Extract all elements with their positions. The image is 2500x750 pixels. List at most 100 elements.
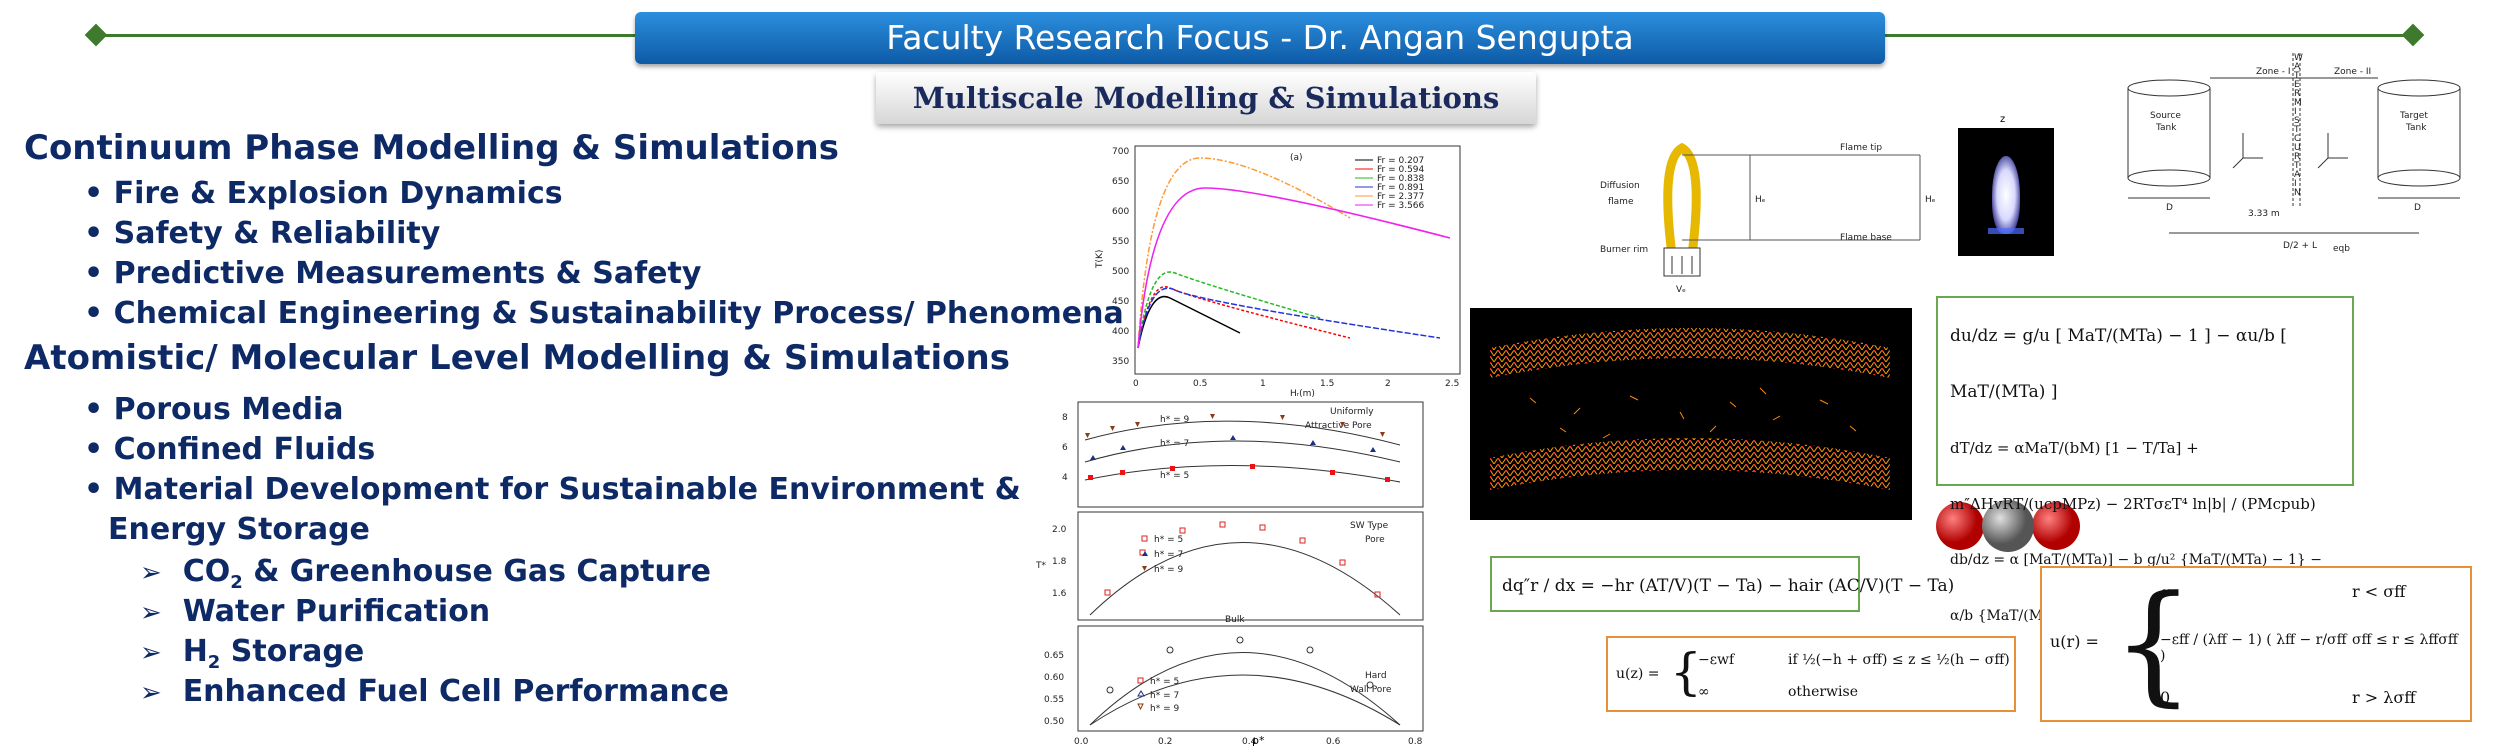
panel-label: Uniformly	[1330, 407, 1374, 417]
sw-case3: 0	[2160, 688, 2171, 707]
y-tick: 650	[1112, 177, 1129, 187]
y-tick: 0.50	[1044, 717, 1064, 727]
z-axis-label: z	[2000, 114, 2006, 125]
legend-entry: Fr = 0.594	[1377, 165, 1425, 175]
sw-cond2: σff ≤ r ≤ λffσff	[2352, 632, 2458, 648]
source-label-2: Tank	[2155, 123, 2177, 133]
list-item: • Porous Media	[84, 392, 344, 427]
panel-label: Hard	[1365, 671, 1387, 681]
wall-potential-box: u(z) = { −εwf if ½(−h + σff) ≤ z ≤ ½(h −…	[1606, 636, 2016, 712]
list-item: • Chemical Engineering & Sustainability …	[84, 296, 1124, 331]
panel-label: Bulk	[1225, 615, 1245, 625]
sw-case1: ∞	[2160, 582, 2174, 601]
wall-potential-case1: −εwf	[1698, 652, 1735, 668]
flame-word-label: flame	[1608, 197, 1634, 207]
arrow-icon: ➢	[140, 558, 162, 588]
series-line-0838	[1137, 271, 1321, 349]
series-label: h* = 5	[1160, 471, 1189, 481]
target-tank	[2377, 87, 2461, 179]
legend-entry: h* = 7	[1150, 691, 1179, 701]
section-heading-continuum: Continuum Phase Modelling & Simulations	[24, 128, 840, 168]
legend-entry: Fr = 2.377	[1377, 192, 1424, 202]
vf-label: Vₑ	[1676, 285, 1686, 295]
wall-potential-cond1: if ½(−h + σff) ≤ z ≤ ½(h − σff)	[1788, 652, 2010, 668]
y-tick: 450	[1112, 297, 1129, 307]
hf-label: Hₑ	[1755, 195, 1766, 205]
svg-text:E: E	[2294, 80, 2300, 90]
legend-entry: h* = 7	[1154, 550, 1183, 560]
confined-fluid	[1529, 387, 1857, 439]
sub-list-item: ➢ CO2 & Greenhouse Gas Capture	[140, 554, 711, 593]
curve-h7	[1084, 440, 1401, 463]
svg-text:T: T	[2293, 161, 2300, 171]
curve-h9	[1084, 420, 1401, 446]
list-item: • Predictive Measurements & Safety	[84, 256, 702, 291]
panel-top	[1077, 401, 1424, 508]
sub-list-item: ➢ H2 Storage	[140, 634, 365, 673]
y-tick: 0.55	[1044, 695, 1064, 705]
x-axis-label: Hᵣ(m)	[1290, 389, 1315, 399]
hf-label-right: Hₑ	[1925, 195, 1936, 205]
flame-base-label: Flame base	[1840, 233, 1892, 243]
flow-arrows-icon	[1671, 256, 1693, 274]
x-tick: 2	[1385, 379, 1391, 389]
right-diamond-icon	[2401, 23, 2425, 47]
svg-text:T: T	[2293, 125, 2300, 135]
sw-cond1: r < σff	[2352, 582, 2406, 601]
svg-text:R: R	[2294, 89, 2300, 99]
legend-entry: h* = 9	[1154, 565, 1183, 575]
y-tick: 0.60	[1044, 673, 1064, 683]
slide-title: Faculty Research Focus - Dr. Angan Sengu…	[635, 12, 1885, 64]
target-label: Target	[2399, 111, 2428, 121]
x-tick: 1	[1260, 379, 1266, 389]
y-axis-label: T(K)	[1095, 250, 1105, 269]
y-tick: 2.0	[1052, 525, 1067, 535]
target-label-2: Tank	[2405, 123, 2427, 133]
list-item: • Confined Fluids	[84, 432, 376, 467]
bottom-legend: h* = 5 h* = 7 h* = 9	[1137, 677, 1179, 714]
y-tick: 400	[1112, 327, 1129, 337]
markers-h9	[1085, 414, 1385, 438]
series-label: h* = 9	[1160, 415, 1189, 425]
axis-icon-right	[2317, 133, 2348, 169]
brace-icon: {	[2112, 567, 2195, 719]
panel-mid	[1077, 511, 1424, 621]
series-line-0207	[1137, 295, 1241, 349]
flame-tip-label: Flame tip	[1840, 143, 1882, 153]
heat-flux-rhs: = −hr (AT/V)(T − Ta) − hair (AC/V)(T − T…	[1580, 576, 1955, 596]
arrow-icon: ➢	[140, 638, 162, 668]
svg-text:R: R	[2294, 152, 2300, 162]
y-tick: 600	[1112, 207, 1129, 217]
legend-entry: h* = 5	[1154, 535, 1183, 545]
heat-flux-equation-box: dq″r / dx = −hr (AT/V)(T − Ta) − hair (A…	[1490, 556, 1954, 612]
zone-2-label: Zone - II	[2334, 67, 2371, 77]
x-tick: 0.5	[1193, 379, 1207, 389]
slide-subtitle: Multiscale Modelling & Simulations	[876, 72, 1536, 124]
source-tank	[2127, 87, 2211, 179]
flame-schematic: Flame tip Flame base Diffusion flame Bur…	[1600, 142, 1936, 295]
section-heading-atomistic: Atomistic/ Molecular Level Modelling & S…	[24, 338, 1010, 378]
mid-legend: h* = 5 h* = 7 h* = 9	[1141, 535, 1183, 575]
markers-sw	[1104, 521, 1381, 598]
plume-ode-box: du/dz = g/u [ MaT/(MTa) − 1 ] − αu/b [ M…	[1936, 296, 2354, 624]
upper-wall	[1490, 328, 1890, 378]
sw-potential-lhs: u(r) =	[2050, 632, 2099, 651]
sub-list-item: ➢ Water Purification	[140, 594, 491, 629]
equation-du: du/dz = g/u [ MaT/(MTa) − 1 ] − αu/b [ M…	[1950, 326, 2287, 402]
zone-1-label: Zone - I	[2256, 67, 2291, 77]
svg-text:A: A	[2294, 170, 2301, 180]
sub-list-item: ➢ Enhanced Fuel Cell Performance	[140, 674, 729, 709]
arrow-icon: ➢	[140, 598, 162, 628]
y-tick: 1.8	[1052, 557, 1067, 567]
legend-entry: h* = 9	[1150, 704, 1179, 714]
water-curtain-letters: W A T E R M I S T C U R T A I N	[2293, 53, 2303, 198]
temperature-height-chart: (a) T(K) Hᵣ(m) 700 650 600 550 500 450 4…	[1095, 145, 1461, 399]
y-tick: 350	[1112, 357, 1129, 367]
curve-hw	[1089, 674, 1401, 726]
axis-icon-left	[2232, 133, 2263, 169]
y-tick: 4	[1062, 473, 1068, 483]
series-line-3566	[1137, 187, 1451, 349]
flame-shape	[1663, 142, 1701, 256]
md-snapshot	[1470, 308, 1912, 520]
list-item: • Safety & Reliability	[84, 216, 441, 251]
